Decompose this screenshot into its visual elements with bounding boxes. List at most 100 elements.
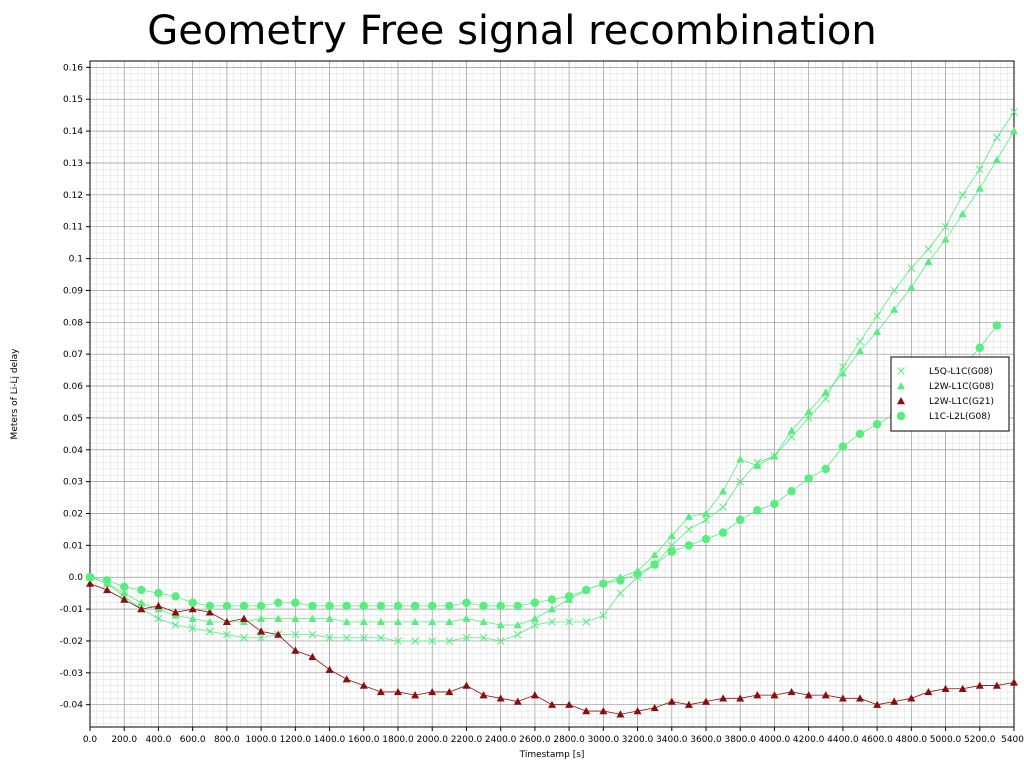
- marker-stroke: [548, 617, 556, 626]
- series-4: [85, 321, 1002, 611]
- marker-stroke: [941, 222, 950, 231]
- marker-stroke: [223, 630, 231, 639]
- y-tick-label: 0.07: [63, 350, 83, 360]
- data-point: [719, 694, 728, 702]
- x-tick-label: 2800.0: [553, 735, 585, 745]
- x-tick-label: 800.0: [214, 735, 240, 745]
- data-point: [359, 601, 369, 611]
- data-point: [975, 343, 985, 353]
- data-point: [718, 528, 728, 537]
- x-tick-label: 2400.0: [485, 735, 517, 745]
- data-point: [736, 694, 745, 702]
- data-point: [856, 694, 864, 702]
- data-point: [1010, 108, 1018, 116]
- x-tick-label: 1800.0: [382, 735, 414, 745]
- marker-stroke: [342, 633, 351, 642]
- data-point: [274, 630, 283, 638]
- data-point: [565, 617, 573, 626]
- x-tick-label: 200.0: [111, 735, 137, 745]
- data-point: [753, 461, 762, 469]
- data-point: [770, 691, 779, 699]
- marker-stroke: [1010, 108, 1018, 116]
- marker-stroke: [975, 165, 984, 174]
- data-point: [154, 614, 163, 623]
- marker-stroke: [325, 633, 334, 642]
- data-point: [958, 209, 967, 218]
- data-point: [171, 621, 180, 629]
- legend-label: L2W-L1C(G08): [929, 382, 994, 392]
- x-tick-label: 2200.0: [451, 735, 483, 745]
- data-point: [667, 547, 677, 556]
- data-point: [941, 235, 950, 243]
- minor-grid: [89, 60, 1015, 727]
- data-point: [342, 633, 351, 642]
- y-tick-label: 0.05: [63, 414, 83, 424]
- data-point: [308, 614, 317, 622]
- marker-stroke: [599, 611, 608, 620]
- data-point: [684, 512, 693, 520]
- marker-stroke: [171, 621, 180, 629]
- data-point: [376, 601, 386, 611]
- data-point: [701, 534, 711, 544]
- data-point: [924, 245, 933, 253]
- data-point: [479, 691, 488, 699]
- data-point: [376, 617, 385, 626]
- data-point: [565, 700, 574, 708]
- data-point: [496, 601, 505, 611]
- axis-ticks: 0.0 200.0 400.0 600.0 800.0 1000.0 1200.0 1400.…: [60, 63, 1024, 745]
- data-point: [547, 595, 557, 604]
- x-tick-label: 3200.0: [622, 735, 654, 745]
- y-tick-label: 0.02: [63, 509, 83, 519]
- data-point: [856, 337, 864, 346]
- data-point: [205, 608, 214, 616]
- data-point: [274, 614, 283, 622]
- marker-stroke: [205, 627, 214, 636]
- data-point: [188, 614, 197, 622]
- marker-stroke: [839, 363, 847, 371]
- data-point: [102, 576, 112, 585]
- legend-label: L1C-L2L(G08): [929, 412, 990, 422]
- data-point: [325, 601, 334, 611]
- data-point: [393, 601, 403, 611]
- data-point: [770, 452, 779, 460]
- marker-stroke: [958, 190, 967, 199]
- data-point: [616, 710, 625, 718]
- data-point: [599, 579, 608, 588]
- data-point: [599, 611, 608, 620]
- data-point: [291, 630, 300, 639]
- marker-stroke: [787, 433, 796, 441]
- marker-stroke: [308, 630, 317, 639]
- marker-stroke: [582, 617, 591, 626]
- x-tick-label: 0.0: [83, 735, 98, 745]
- data-point: [445, 601, 454, 611]
- data-point: [188, 598, 197, 607]
- data-point: [205, 617, 214, 626]
- data-point: [530, 598, 540, 607]
- data-point: [975, 184, 984, 192]
- data-point: [821, 691, 830, 699]
- x-tick-label: 2600.0: [519, 735, 551, 745]
- data-point: [804, 691, 813, 699]
- plot-frame: [89, 60, 1015, 728]
- data-point: [223, 630, 231, 639]
- marker-stroke: [257, 633, 265, 642]
- data-point: [222, 617, 231, 626]
- data-point: [873, 327, 882, 336]
- data-point: [787, 426, 796, 434]
- series-layer: [85, 108, 1018, 718]
- marker-stroke: [907, 264, 916, 272]
- data-point: [958, 190, 967, 199]
- marker-stroke: [736, 477, 745, 486]
- data-point: [120, 595, 129, 603]
- data-point: [496, 621, 505, 629]
- data-point: [770, 499, 779, 509]
- data-point: [359, 633, 368, 642]
- marker-stroke: [428, 637, 437, 645]
- data-point: [445, 637, 454, 645]
- marker-stroke: [890, 286, 899, 295]
- marker-stroke: [897, 367, 905, 375]
- marker-stroke: [445, 637, 454, 645]
- y-tick-label: 0.04: [63, 446, 83, 456]
- series-3: [86, 579, 1018, 718]
